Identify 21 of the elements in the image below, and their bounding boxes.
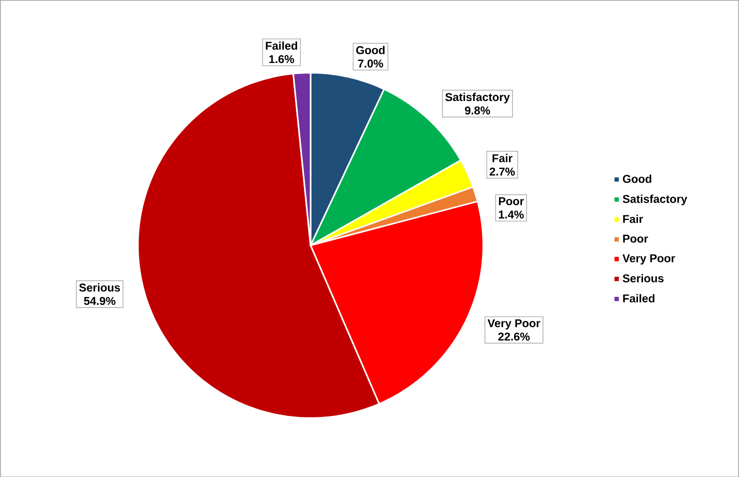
legend-label: Poor bbox=[623, 234, 648, 242]
slice-label: Satisfactory bbox=[445, 92, 510, 104]
legend-label: Very Poor bbox=[622, 254, 676, 264]
legend-label: Serious bbox=[622, 274, 664, 282]
data-label: 1.4% bbox=[498, 210, 524, 218]
data-label: 22.6% bbox=[498, 332, 530, 340]
data-label: 2.7% bbox=[490, 167, 515, 176]
legend-label: Failed bbox=[623, 294, 654, 302]
data-label: 7.0% bbox=[358, 59, 384, 68]
data-label: 9.8% bbox=[464, 106, 490, 114]
slice-label: Fair bbox=[492, 154, 512, 162]
slice-label: Very Poor bbox=[488, 319, 540, 330]
data-label: 1.6% bbox=[269, 54, 294, 63]
slice-label: Serious bbox=[79, 283, 120, 292]
slice-label: Poor bbox=[498, 197, 524, 205]
legend-label: Fair bbox=[623, 214, 644, 223]
slice-label: Good bbox=[356, 46, 385, 54]
legend-label: Satisfactory bbox=[622, 194, 688, 205]
legend-label: Good bbox=[622, 174, 652, 183]
data-label: 54.9% bbox=[84, 296, 116, 305]
slice-label: Failed bbox=[266, 41, 298, 50]
